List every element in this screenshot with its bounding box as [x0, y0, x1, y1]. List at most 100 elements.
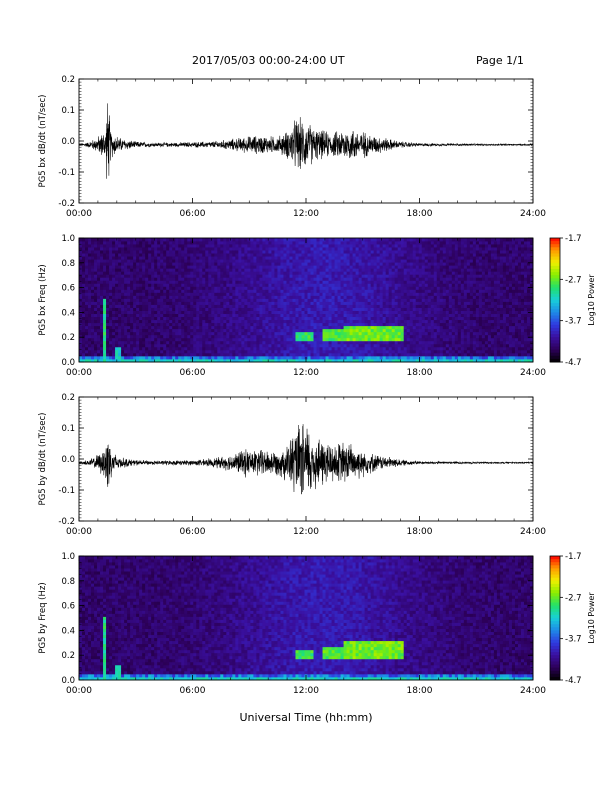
- spectrogram-cell: [424, 256, 429, 260]
- spectrogram-cell: [121, 319, 125, 324]
- spectrogram-cell: [253, 277, 257, 281]
- spectrogram-cell: [283, 259, 287, 263]
- spectrogram-cell: [196, 310, 200, 315]
- spectrogram-cell: [196, 307, 200, 311]
- spectrogram-cell: [88, 331, 92, 336]
- spectrogram-cell: [187, 301, 191, 305]
- spectrogram-cell: [250, 337, 254, 342]
- spectrogram-cell: [376, 292, 381, 296]
- spectrogram-cell: [307, 346, 311, 351]
- spectrogram-cell: [178, 328, 182, 333]
- spectrogram-cell: [262, 256, 266, 260]
- spectrogram-cell: [430, 325, 435, 330]
- spectrogram-cell: [82, 349, 86, 354]
- spectrogram-cell: [391, 340, 396, 345]
- spectrogram-cell: [421, 352, 426, 357]
- spectrogram-cell: [205, 256, 209, 260]
- spectrogram-cell: [253, 310, 257, 315]
- spectrogram-cell: [235, 286, 239, 290]
- spectrogram-cell: [112, 343, 116, 348]
- x-tick-label: 24:00: [520, 209, 546, 219]
- spectrogram-cell: [94, 253, 98, 257]
- spectrogram-cell: [268, 346, 272, 351]
- spectrogram-cell: [112, 250, 116, 254]
- spectrogram-cell: [250, 259, 254, 263]
- spectrogram-cell: [223, 283, 227, 287]
- spectrogram-cell: [205, 331, 209, 336]
- spectrogram-cell: [85, 247, 89, 251]
- spectrogram-cell: [133, 331, 137, 336]
- spectrogram-cell: [376, 244, 381, 248]
- spectrogram-cell: [346, 295, 350, 299]
- spectrogram-cell: [88, 238, 92, 242]
- spectrogram-cell: [190, 358, 194, 363]
- x-tick-label: 12:00: [293, 209, 319, 219]
- spectrogram-cell: [151, 268, 155, 272]
- spectrogram-cell: [190, 355, 194, 360]
- spectrogram-cell: [376, 265, 381, 269]
- spectrogram-cell: [397, 238, 402, 242]
- spectrogram-cell: [403, 277, 408, 281]
- spectrogram-cell: [292, 238, 296, 242]
- spectrogram-cell: [115, 271, 119, 275]
- spectrogram-cell: [172, 292, 176, 296]
- spectrogram-cell: [133, 349, 137, 354]
- spectrogram-cell: [262, 304, 266, 308]
- spectrogram-cell: [421, 259, 426, 263]
- spectrogram-cell: [439, 280, 444, 284]
- spectrogram-cell: [433, 268, 438, 272]
- spectrogram-cell: [253, 343, 257, 348]
- spectrogram-cell: [301, 241, 305, 245]
- spectrogram-cell: [112, 277, 116, 281]
- spectrogram-cell: [358, 358, 363, 363]
- spectrogram-cell: [244, 259, 248, 263]
- spectrogram-cell: [325, 343, 329, 348]
- spectrogram-cell: [280, 298, 284, 302]
- spectrogram-cell: [151, 355, 155, 360]
- spectrogram-cell: [316, 295, 320, 299]
- spectrogram-cell: [151, 358, 155, 363]
- spectrogram-cell: [316, 307, 320, 311]
- spectrogram-cell: [268, 313, 272, 318]
- spectrogram-cell: [115, 268, 119, 272]
- spectrogram-cell: [229, 247, 233, 251]
- spectrogram-cell: [232, 298, 236, 302]
- spectrogram-cell: [418, 280, 423, 284]
- spectrogram-cell: [310, 337, 314, 342]
- spectrogram-cell: [205, 343, 209, 348]
- spectrogram-cell: [169, 301, 173, 305]
- spectrogram-cell: [259, 349, 263, 354]
- spectrogram-cell: [229, 250, 233, 254]
- spectrogram-cell: [388, 259, 393, 263]
- spectrogram-cell: [229, 325, 233, 330]
- spectrogram-cell: [346, 346, 350, 351]
- spectrogram-cell: [196, 289, 200, 293]
- spectrogram-cell: [262, 277, 266, 281]
- spectrogram-cell: [256, 268, 260, 272]
- spectrogram-cell: [349, 292, 354, 296]
- spectrogram-cell: [109, 331, 113, 336]
- spectrogram-cell: [139, 346, 143, 351]
- spectrogram-cell: [307, 289, 311, 293]
- spectrogram-cell: [361, 319, 366, 324]
- spectrogram-cell: [106, 244, 110, 248]
- spectrogram-cell: [109, 301, 113, 305]
- spectrogram-cell: [247, 268, 251, 272]
- spectrogram-cell: [433, 328, 438, 333]
- spectrogram-cell: [271, 352, 275, 357]
- spectrogram-cell: [325, 328, 329, 333]
- spectrogram-cell: [148, 301, 152, 305]
- spectrogram-cell: [373, 310, 378, 315]
- spectrogram-cell: [208, 262, 212, 266]
- spectrogram-cell: [229, 304, 233, 308]
- spectrogram-cell: [121, 268, 125, 272]
- spectrogram-cell: [316, 283, 320, 287]
- spectrogram-cell: [436, 277, 441, 281]
- spectrogram-cell: [427, 286, 432, 290]
- spectrogram-cell: [412, 265, 417, 269]
- spectrogram-cell: [178, 352, 182, 357]
- spectrogram-cell: [253, 316, 257, 321]
- spectrogram-cell: [157, 298, 161, 302]
- spectrogram-cell: [109, 292, 113, 296]
- spectrogram-cell: [400, 244, 405, 248]
